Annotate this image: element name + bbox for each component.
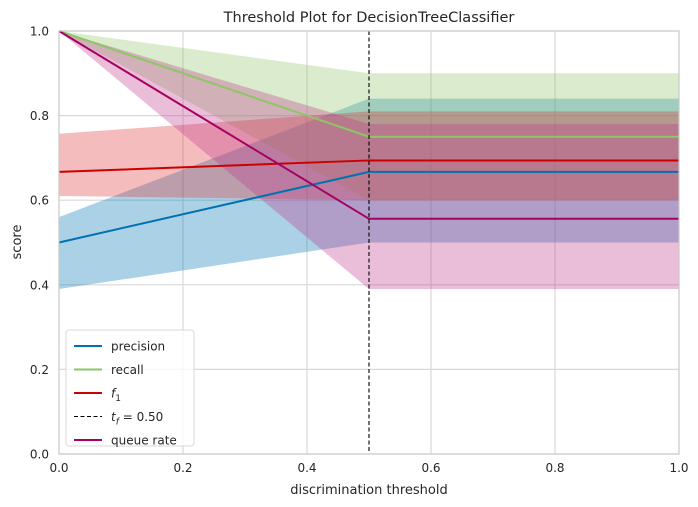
x-tick-labels: 0.0 0.2 0.4 0.6 0.8 1.0 bbox=[49, 461, 688, 475]
legend-queue-rate-label: queue rate bbox=[111, 434, 177, 448]
f1-line bbox=[58, 159, 679, 173]
legend-box bbox=[65, 329, 195, 447]
y-tick-label: 0.6 bbox=[30, 194, 49, 208]
legend-f1-subscript: 1 bbox=[115, 394, 121, 404]
x-tick-label: 1.0 bbox=[669, 461, 688, 475]
x-tick-label: 0.2 bbox=[173, 461, 192, 475]
legend-f1-symbol: f bbox=[111, 387, 117, 401]
precision-line bbox=[58, 170, 679, 244]
legend-f1-label: f1 bbox=[111, 387, 121, 405]
x-axis-label: discrimination threshold bbox=[290, 483, 447, 498]
chart-title: Threshold Plot for DecisionTreeClassifie… bbox=[223, 10, 515, 26]
y-tick-label: 0.0 bbox=[30, 448, 49, 462]
y-tick-label: 1.0 bbox=[30, 25, 49, 39]
legend-threshold-value: = 0.50 bbox=[119, 410, 163, 424]
queue-rate-line bbox=[58, 30, 679, 220]
x-tick-label: 0.0 bbox=[49, 461, 68, 475]
y-tick-label: 0.2 bbox=[30, 363, 49, 377]
x-tick-label: 0.8 bbox=[545, 461, 564, 475]
legend-recall-label: recall bbox=[111, 363, 144, 377]
y-tick-labels: 0.0 0.2 0.4 0.6 0.8 1.0 bbox=[30, 25, 49, 462]
y-tick-label: 0.8 bbox=[30, 109, 49, 123]
legend-threshold-label: tf = 0.50 bbox=[111, 410, 163, 428]
y-tick-label: 0.4 bbox=[30, 278, 49, 292]
y-axis-label: score bbox=[10, 225, 25, 260]
plot-frame bbox=[58, 30, 680, 455]
x-tick-label: 0.6 bbox=[421, 461, 440, 475]
legend-threshold-symbol: t bbox=[111, 410, 117, 424]
legend-precision-label: precision bbox=[111, 340, 165, 354]
x-tick-label: 0.4 bbox=[297, 461, 316, 475]
legend-threshold-subscript: f bbox=[116, 418, 121, 428]
